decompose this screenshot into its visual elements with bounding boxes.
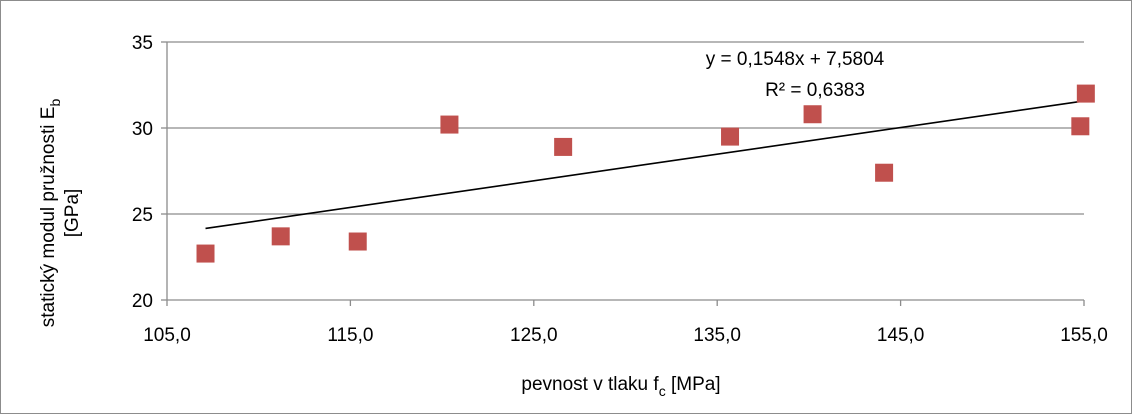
y-axis-title: statický modul pružnosti Eb [GPa] <box>38 99 83 328</box>
y-tick-label: 20 <box>132 291 153 312</box>
data-point <box>1076 84 1095 103</box>
y-tick-label: 25 <box>132 205 153 226</box>
x-tick-label: 105,0 <box>143 325 191 346</box>
data-point <box>554 137 573 156</box>
x-tick-label: 115,0 <box>327 325 373 346</box>
x-axis-title-unit: [MPa] <box>666 374 721 395</box>
y-axis-title-line2: [GPa] <box>62 189 83 238</box>
trendline <box>205 99 1086 230</box>
data-point <box>440 115 459 134</box>
data-points <box>196 84 1095 263</box>
data-point <box>271 227 290 246</box>
trendline-equation: y = 0,1548x + 7,5804 <box>706 49 885 70</box>
data-point <box>348 232 367 251</box>
x-tick-label: 145,0 <box>877 325 925 346</box>
y-tick-label: 35 <box>132 33 153 54</box>
x-tick-labels: 105,0 115,0 125,0 135,0 145,0 155,0 <box>143 325 1108 346</box>
y-axis-title-subscript: b <box>47 99 63 107</box>
data-point <box>721 127 740 146</box>
x-axis-title-subscript: c <box>659 383 666 399</box>
trendline-group <box>205 99 1086 230</box>
data-point <box>875 163 894 182</box>
gridlines <box>167 41 1084 215</box>
y-axis-title-line1: statický modul pružnosti Eb <box>38 99 63 328</box>
data-point <box>1071 117 1090 136</box>
x-tick-label: 125,0 <box>510 325 558 346</box>
x-tick-label: 135,0 <box>693 325 741 346</box>
r-squared-label: R² = 0,6383 <box>765 80 865 101</box>
y-tick-labels: 20 25 30 35 <box>132 33 153 312</box>
y-tick-label: 30 <box>132 119 153 140</box>
x-axis-title-main: pevnost v tlaku f <box>521 374 659 395</box>
axes <box>161 41 1085 306</box>
data-point <box>196 244 215 263</box>
x-tick-label: 155,0 <box>1060 325 1108 346</box>
x-axis-title: pevnost v tlaku fc [MPa] <box>521 374 720 399</box>
y-axis-title-line1-main: statický modul pružnosti E <box>38 107 59 328</box>
data-point <box>803 105 822 124</box>
